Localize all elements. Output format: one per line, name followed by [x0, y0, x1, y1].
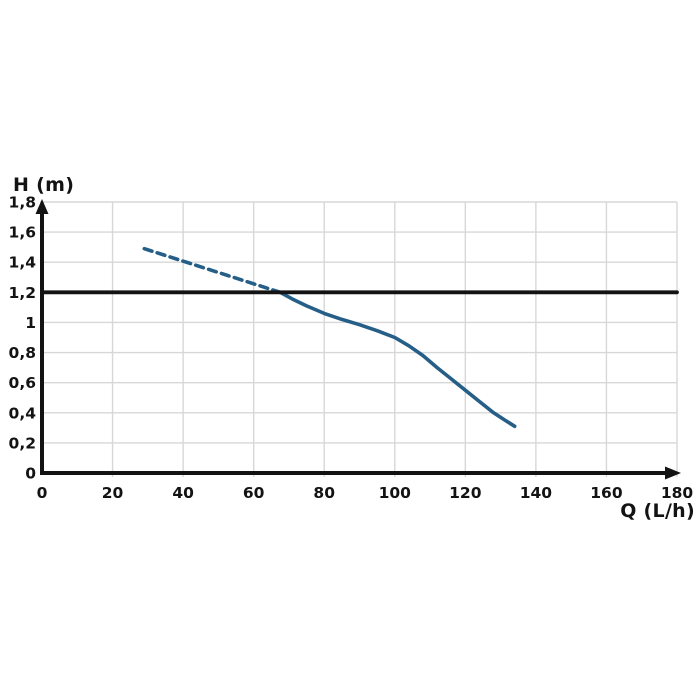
y-tick-label: 1: [25, 314, 36, 332]
x-tick-label: 60: [243, 484, 265, 502]
x-tick-label: 20: [102, 484, 124, 502]
y-tick-label: 1,8: [9, 194, 36, 212]
axes: [40, 211, 665, 475]
x-tick-label: 140: [520, 484, 553, 502]
pump-curve: [278, 290, 517, 429]
x-tick-label: 120: [449, 484, 482, 502]
y-tick-label: 0,8: [9, 344, 36, 362]
y-tick-label: 0: [25, 465, 36, 483]
y-tick-label: 0,2: [9, 434, 36, 452]
x-axis-arrowhead: [665, 466, 681, 480]
x-axis-title: Q (L/h): [620, 500, 695, 522]
y-tick-label: 0,6: [9, 374, 36, 392]
x-tick-label: 180: [661, 484, 694, 502]
y-tick-label: 0,4: [9, 404, 37, 422]
x-tick-label: 160: [590, 484, 623, 502]
x-tick-label: 80: [313, 484, 335, 502]
x-tick-label: 40: [172, 484, 194, 502]
x-tick-label: 100: [379, 484, 412, 502]
gridlines: [40, 201, 678, 477]
y-axis-arrowhead: [35, 199, 49, 214]
x-tick-label: 0: [37, 484, 48, 502]
pump-curve-dashed-extension: [142, 246, 282, 295]
y-tick-label: 1,4: [9, 254, 37, 272]
y-axis-title: H (m): [13, 174, 75, 196]
y-tick-label: 1,2: [9, 284, 36, 302]
y-tick-label: 1,6: [9, 224, 36, 242]
